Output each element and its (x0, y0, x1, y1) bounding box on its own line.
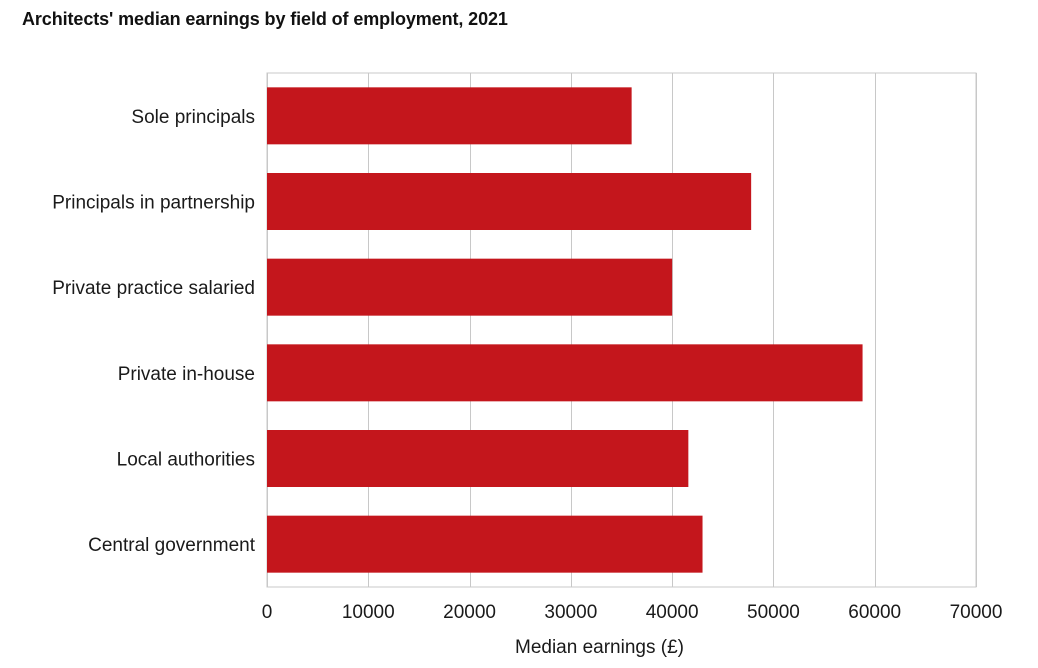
bar (267, 258, 673, 316)
category-label: Sole principals (131, 107, 255, 128)
x-tick-label: 30000 (544, 602, 597, 623)
plot-area (266, 72, 977, 588)
bar (267, 344, 863, 402)
bars (267, 87, 863, 573)
x-tick-label: 40000 (646, 602, 699, 623)
x-tick-label: 20000 (443, 602, 496, 623)
category-label: Local authorities (117, 450, 255, 471)
x-tick-labels: 0 10000 20000 30000 40000 50000 60000 70000 (262, 602, 1003, 623)
grid-lines (267, 73, 977, 587)
x-tick-label: 50000 (747, 602, 800, 623)
bar (267, 430, 689, 487)
bar (267, 515, 703, 573)
x-tick-label: 10000 (342, 602, 395, 623)
category-label: Central government (88, 535, 256, 556)
x-tick-label: 70000 (950, 602, 1003, 623)
category-label: Private practice salaried (52, 278, 255, 299)
chart-title: Architects' median earnings by field of … (22, 9, 508, 29)
category-label: Principals in partnership (52, 193, 255, 214)
bar (267, 173, 752, 230)
x-tick-label: 60000 (848, 602, 901, 623)
bar (267, 87, 632, 145)
x-tick-label: 0 (262, 602, 273, 623)
x-axis-title: Median earnings (£) (515, 637, 684, 658)
category-label: Private in-house (118, 364, 255, 385)
category-labels: Sole principals Principals in partnership… (52, 107, 255, 556)
